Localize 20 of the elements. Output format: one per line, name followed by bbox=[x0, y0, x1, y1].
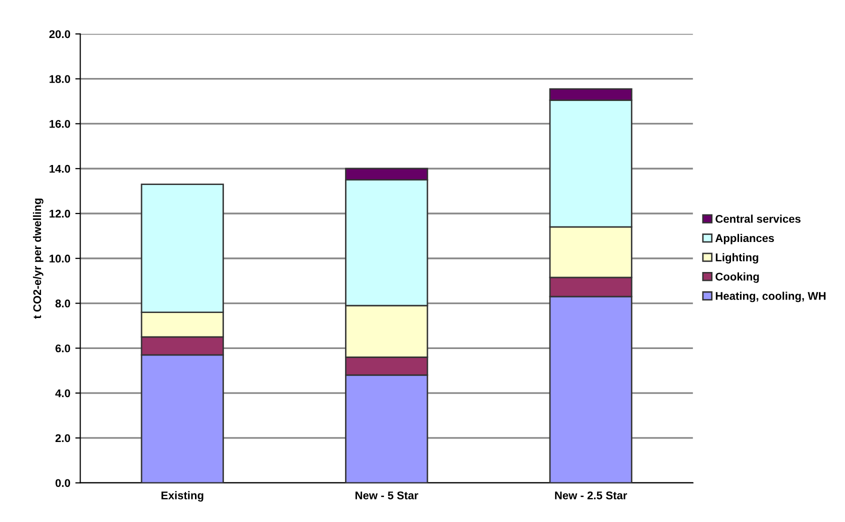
y-tick-label: 14.0 bbox=[50, 164, 70, 173]
legend-label: Central services bbox=[716, 214, 801, 223]
y-tick-label: 12.0 bbox=[50, 210, 70, 218]
y-axis-title: t CO2-e/yr per dwelling bbox=[32, 198, 44, 319]
legend-label: Lighting bbox=[716, 253, 758, 264]
y-tick-label: 4.0 bbox=[55, 389, 70, 398]
y-tick-label: 16.0 bbox=[50, 120, 70, 128]
legend-label: Cooking bbox=[716, 272, 759, 283]
x-tick-label: New - 5 Star bbox=[356, 491, 418, 500]
x-tick-label: New - 2.5 Star bbox=[555, 491, 628, 500]
y-tick-label: 0.0 bbox=[56, 479, 70, 487]
y-tick-label: 8.0 bbox=[55, 300, 70, 308]
y-tick-label: 10.0 bbox=[50, 254, 70, 263]
y-tick-label: 6.0 bbox=[56, 344, 70, 352]
legend-label: Appliances bbox=[715, 234, 774, 244]
x-tick-label: Existing bbox=[162, 491, 204, 502]
legend-label: Heating, cooling, WH bbox=[716, 292, 826, 302]
y-tick-label: 18.0 bbox=[50, 75, 70, 83]
y-tick-label: 2.0 bbox=[55, 434, 70, 442]
y-tick-label: 20.0 bbox=[49, 30, 70, 38]
